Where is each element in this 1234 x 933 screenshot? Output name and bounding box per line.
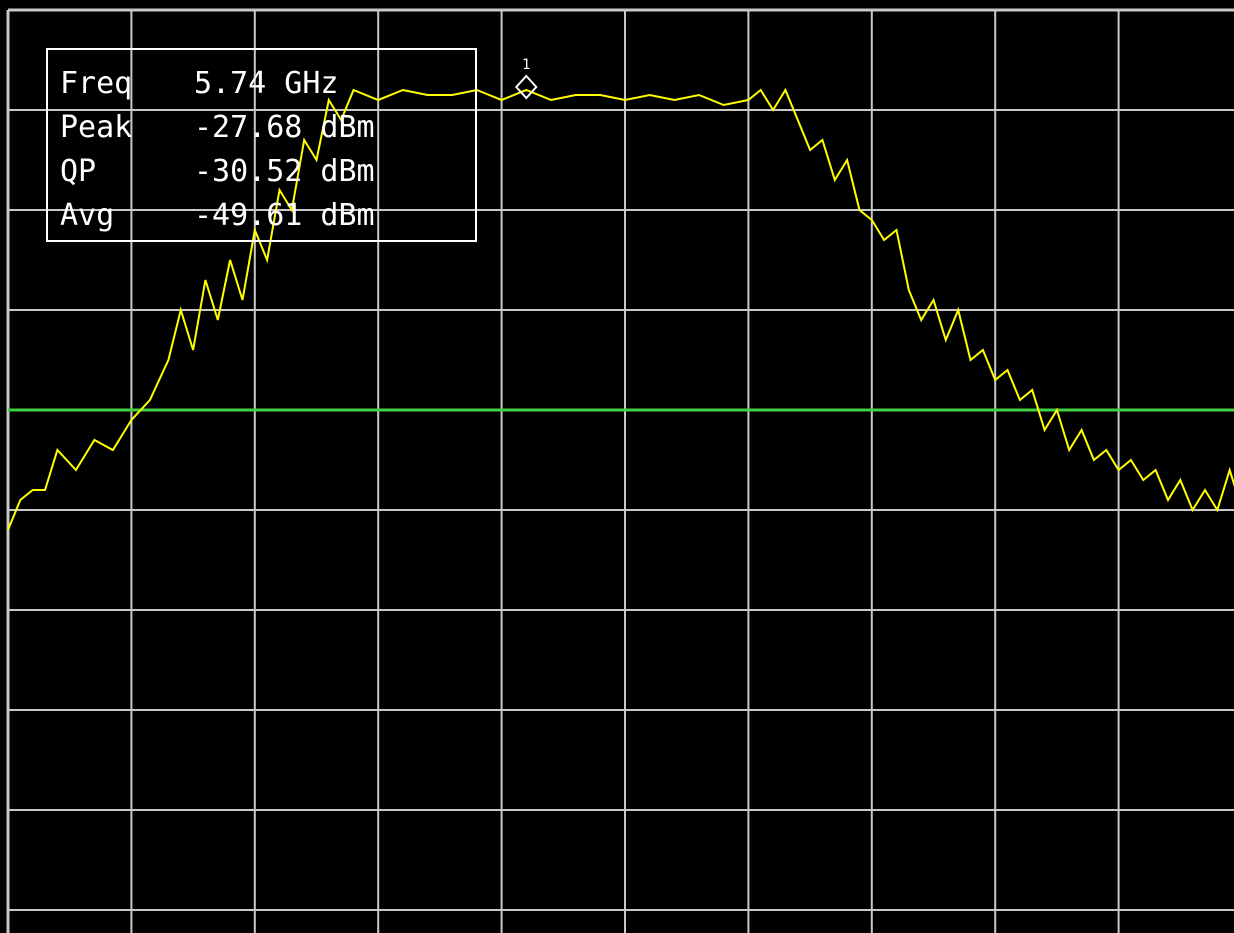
marker-1[interactable]: 1 — [514, 57, 538, 100]
readout-freq-value: 5.74 GHz — [194, 66, 339, 101]
trace-layer — [7, 87, 1234, 531]
readout-frame — [46, 48, 477, 242]
readout-peak-value: -27.68 dBm — [194, 110, 375, 145]
readout-qp-label: QP — [60, 154, 96, 189]
marker-diamond-icon[interactable] — [514, 74, 538, 100]
graticule — [6, 8, 1234, 933]
readout-avg-label: Avg — [60, 198, 114, 233]
marker-readout-box: Freq 5.74 GHz Peak -27.68 dBm QP -30.52 … — [46, 48, 477, 242]
readout-avg-value: -49.61 dBm — [194, 198, 375, 233]
readout-qp-value: -30.52 dBm — [194, 154, 375, 189]
readout-freq-label: Freq — [60, 66, 132, 101]
marker-number-label: 1 — [522, 57, 530, 73]
readout-peak-label: Peak — [60, 110, 132, 145]
trace-line — [7, 87, 1234, 531]
